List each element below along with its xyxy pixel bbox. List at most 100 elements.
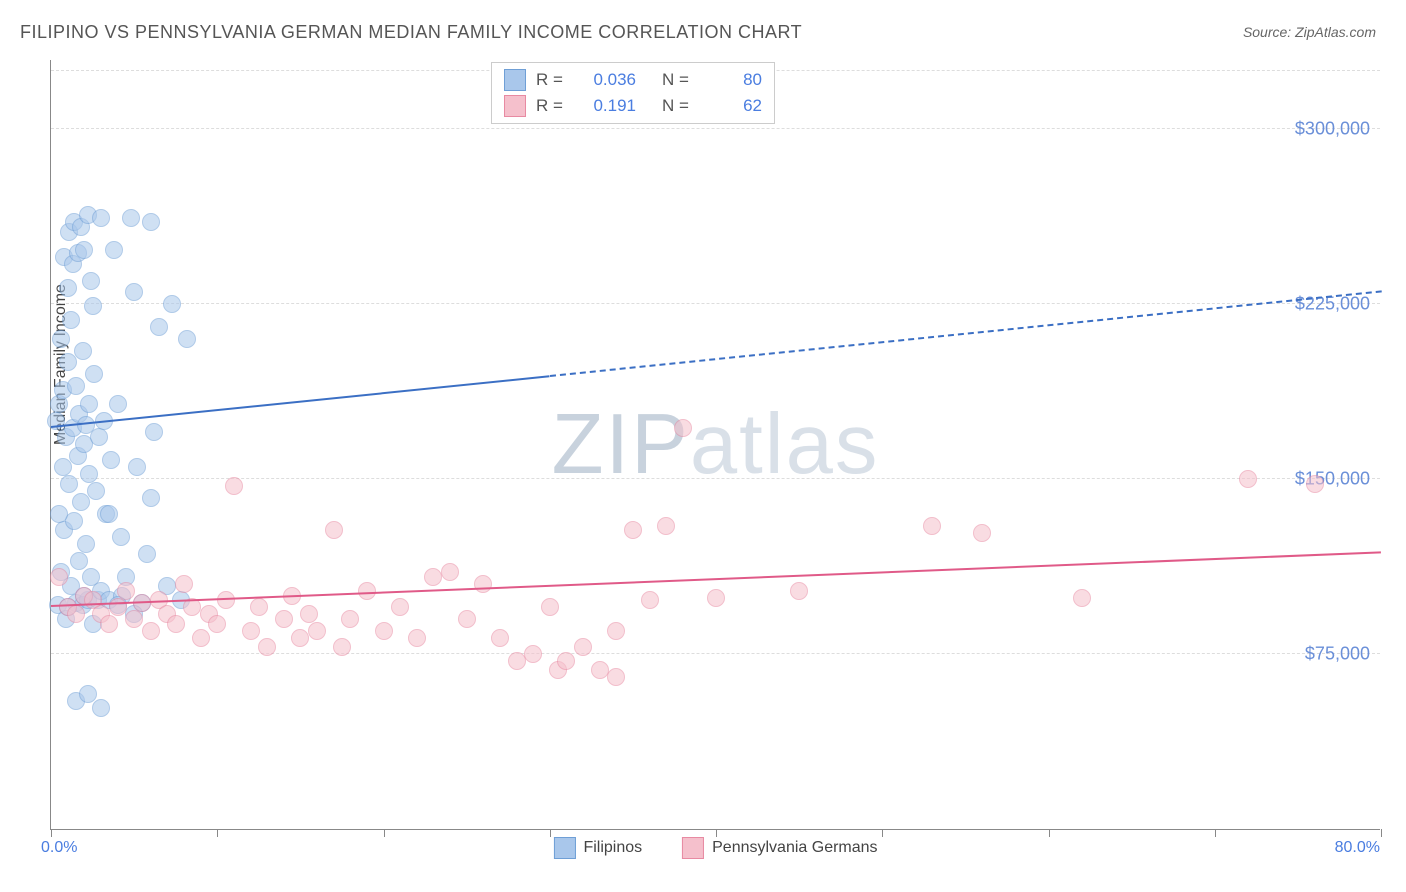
- data-point: [208, 615, 226, 633]
- legend-swatch: [553, 837, 575, 859]
- data-point: [624, 521, 642, 539]
- data-point: [707, 589, 725, 607]
- data-point: [50, 568, 68, 586]
- data-point: [122, 209, 140, 227]
- legend-label: Pennsylvania Germans: [712, 839, 877, 857]
- data-point: [72, 493, 90, 511]
- stats-legend: R = 0.036 N = 80 R =0.191N =62: [491, 62, 775, 124]
- data-point: [508, 652, 526, 670]
- data-point: [607, 668, 625, 686]
- data-point: [790, 582, 808, 600]
- r-value: 0.036: [576, 70, 636, 90]
- x-tick: [384, 829, 385, 837]
- legend-label: Filipinos: [583, 839, 642, 857]
- data-point: [1073, 589, 1091, 607]
- data-point: [250, 598, 268, 616]
- data-point: [291, 629, 309, 647]
- data-point: [77, 535, 95, 553]
- data-point: [138, 545, 156, 563]
- gridline: [51, 303, 1380, 304]
- x-tick: [882, 829, 883, 837]
- series-legend: Filipinos Pennsylvania Germans: [553, 837, 877, 859]
- data-point: [308, 622, 326, 640]
- data-point: [128, 458, 146, 476]
- data-point: [300, 605, 318, 623]
- y-tick-label: $300,000: [1295, 119, 1370, 140]
- data-point: [62, 311, 80, 329]
- chart-title: FILIPINO VS PENNSYLVANIA GERMAN MEDIAN F…: [20, 22, 802, 43]
- data-point: [408, 629, 426, 647]
- data-point: [67, 605, 85, 623]
- data-point: [167, 615, 185, 633]
- data-point: [79, 685, 97, 703]
- data-point: [391, 598, 409, 616]
- data-point: [217, 591, 235, 609]
- data-point: [607, 622, 625, 640]
- data-point: [85, 365, 103, 383]
- x-tick: [716, 829, 717, 837]
- data-point: [142, 622, 160, 640]
- data-point: [125, 283, 143, 301]
- n-label: N =: [662, 70, 692, 90]
- data-point: [674, 419, 692, 437]
- data-point: [92, 699, 110, 717]
- data-point: [258, 638, 276, 656]
- data-point: [70, 552, 88, 570]
- data-point: [341, 610, 359, 628]
- data-point: [524, 645, 542, 663]
- x-tick: [217, 829, 218, 837]
- data-point: [591, 661, 609, 679]
- data-point: [458, 610, 476, 628]
- data-point: [100, 615, 118, 633]
- data-point: [52, 330, 70, 348]
- x-tick: [51, 829, 52, 837]
- data-point: [325, 521, 343, 539]
- data-point: [74, 342, 92, 360]
- data-point: [491, 629, 509, 647]
- legend-stats-row: R =0.191N =62: [504, 93, 762, 119]
- legend-item: Pennsylvania Germans: [682, 837, 877, 859]
- data-point: [574, 638, 592, 656]
- gridline: [51, 653, 1380, 654]
- legend-swatch: [682, 837, 704, 859]
- data-point: [82, 272, 100, 290]
- data-point: [150, 318, 168, 336]
- y-tick-label: $75,000: [1305, 644, 1370, 665]
- data-point: [59, 353, 77, 371]
- data-point: [441, 563, 459, 581]
- data-point: [54, 458, 72, 476]
- gridline: [51, 478, 1380, 479]
- n-value: 62: [702, 96, 762, 116]
- x-tick: [1381, 829, 1382, 837]
- data-point: [142, 213, 160, 231]
- data-point: [424, 568, 442, 586]
- data-point: [557, 652, 575, 670]
- data-point: [84, 297, 102, 315]
- data-point: [60, 475, 78, 493]
- data-point: [375, 622, 393, 640]
- data-point: [474, 575, 492, 593]
- data-point: [973, 524, 991, 542]
- data-point: [90, 428, 108, 446]
- data-point: [59, 279, 77, 297]
- x-tick: [1049, 829, 1050, 837]
- data-point: [80, 395, 98, 413]
- legend-stats-row: R = 0.036 N = 80: [504, 67, 762, 93]
- data-point: [87, 482, 105, 500]
- n-value: 80: [702, 70, 762, 90]
- data-point: [923, 517, 941, 535]
- data-point: [541, 598, 559, 616]
- data-point: [125, 610, 143, 628]
- data-point: [102, 451, 120, 469]
- data-point: [163, 295, 181, 313]
- r-label: R =: [536, 96, 566, 116]
- data-point: [142, 489, 160, 507]
- data-point: [117, 582, 135, 600]
- data-point: [75, 241, 93, 259]
- data-point: [112, 528, 130, 546]
- r-label: R =: [536, 70, 566, 90]
- data-point: [275, 610, 293, 628]
- x-tick: [1215, 829, 1216, 837]
- data-point: [1239, 470, 1257, 488]
- data-point: [175, 575, 193, 593]
